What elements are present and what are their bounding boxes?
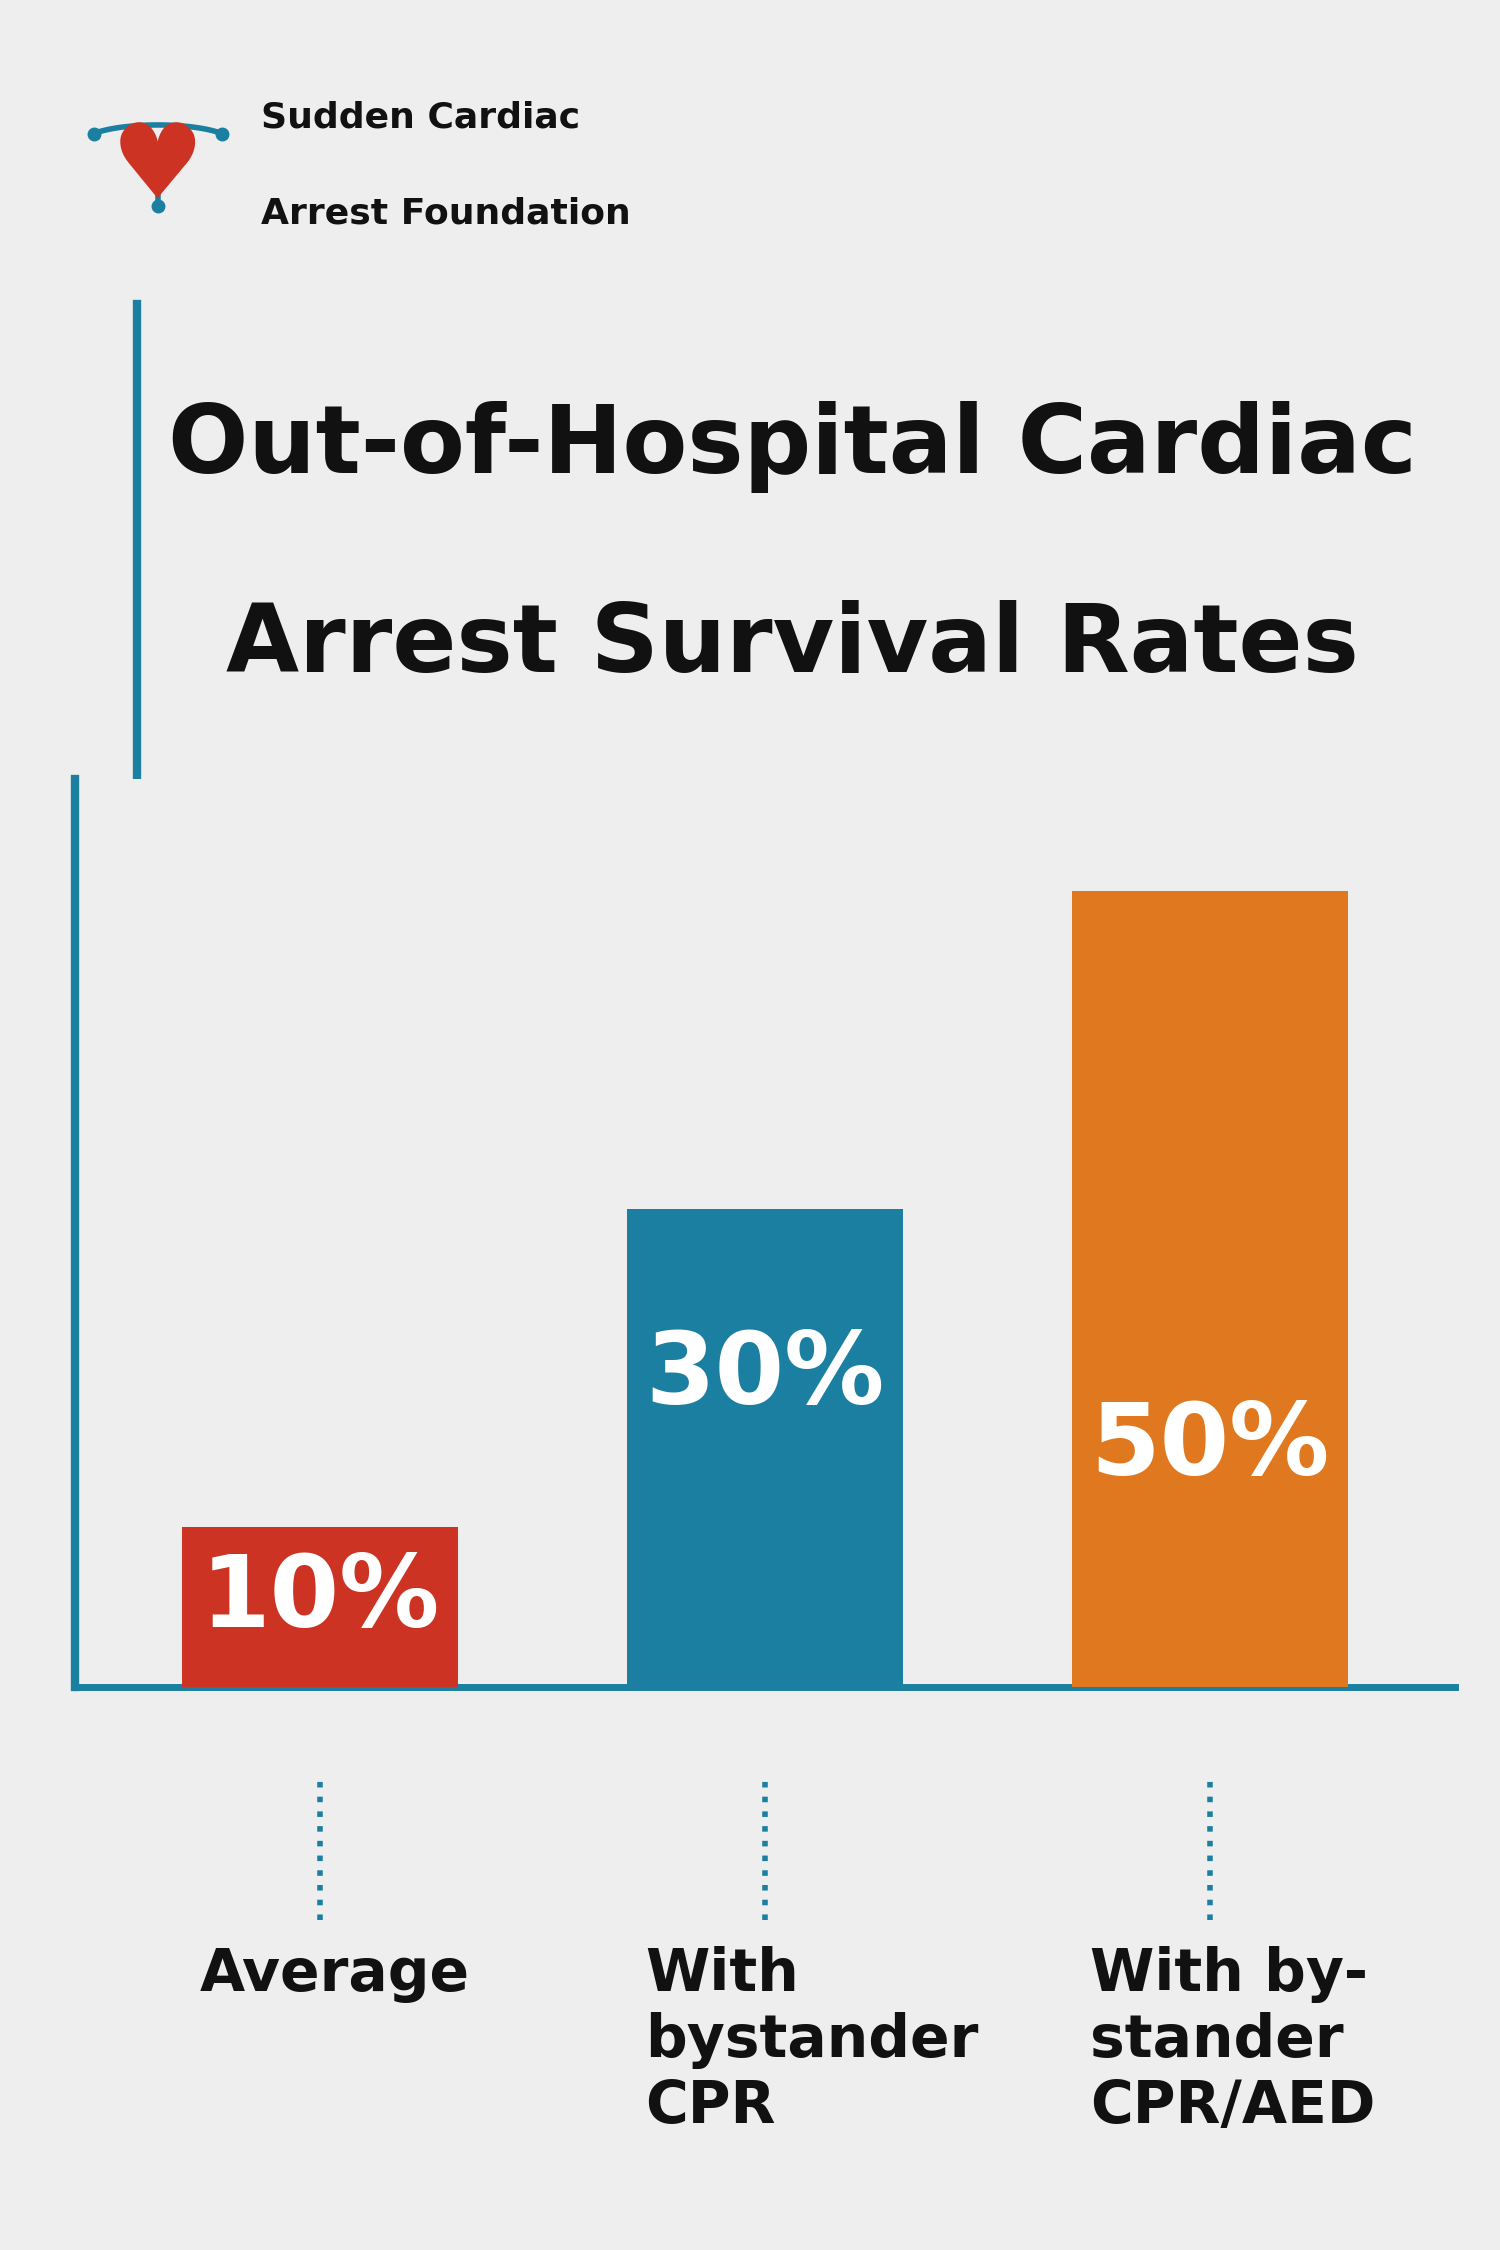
Text: With by-
stander
CPR/AED: With by- stander CPR/AED xyxy=(1090,1946,1376,2135)
Text: Arrest Survival Rates: Arrest Survival Rates xyxy=(226,601,1359,693)
Text: With
bystander
CPR: With bystander CPR xyxy=(645,1946,978,2135)
Text: Average: Average xyxy=(200,1946,470,2002)
Text: 30%: 30% xyxy=(645,1328,885,1424)
Bar xyxy=(627,1208,903,1688)
Bar xyxy=(182,1528,458,1688)
Text: ♥: ♥ xyxy=(111,119,204,220)
Text: Out-of-Hospital Cardiac: Out-of-Hospital Cardiac xyxy=(168,400,1418,493)
Text: 10%: 10% xyxy=(200,1550,440,1647)
Bar xyxy=(1072,891,1348,1688)
Text: Sudden Cardiac: Sudden Cardiac xyxy=(261,101,580,135)
Text: 50%: 50% xyxy=(1090,1400,1330,1496)
Text: Arrest Foundation: Arrest Foundation xyxy=(261,196,632,230)
